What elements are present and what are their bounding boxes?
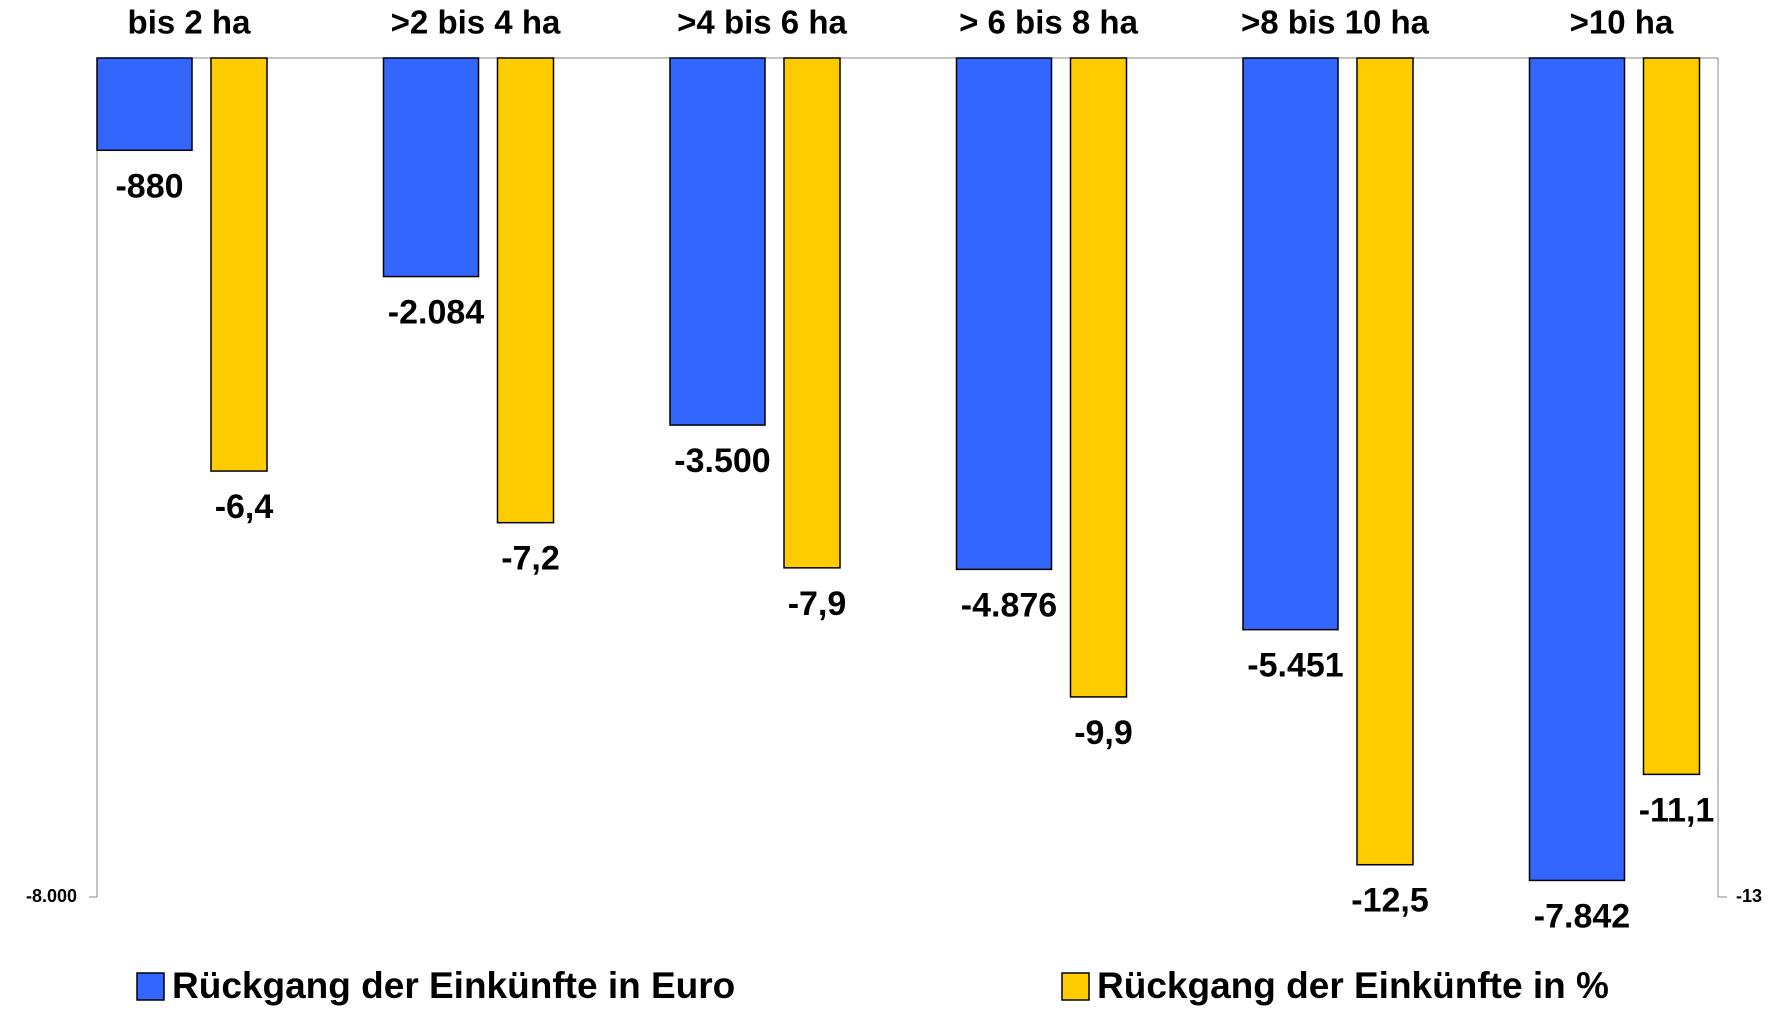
value-label: -6,4 bbox=[215, 488, 274, 526]
legend-swatch bbox=[1061, 972, 1090, 1001]
bar bbox=[1242, 57, 1339, 631]
bar bbox=[96, 57, 193, 152]
category-label: >10 ha bbox=[1570, 4, 1674, 41]
category-label: bis 2 ha bbox=[128, 4, 252, 41]
bar bbox=[1069, 57, 1128, 698]
value-label: -4.876 bbox=[961, 586, 1057, 624]
bar bbox=[496, 57, 555, 524]
category-label: >2 bis 4 ha bbox=[391, 4, 561, 41]
bar bbox=[382, 57, 480, 278]
value-label: -880 bbox=[115, 167, 183, 205]
bar bbox=[210, 57, 268, 472]
category-label: >4 bis 6 ha bbox=[677, 4, 847, 41]
legend-label: Rückgang der Einkünfte in % bbox=[1097, 965, 1609, 1006]
value-label: -5.451 bbox=[1247, 647, 1343, 685]
value-label: -3.500 bbox=[674, 442, 770, 480]
value-label: -2.084 bbox=[388, 294, 484, 332]
bar bbox=[783, 57, 841, 569]
category-label: >8 bis 10 ha bbox=[1241, 4, 1430, 41]
legend-label: Rückgang der Einkünfte in Euro bbox=[172, 965, 735, 1006]
value-label: -7,2 bbox=[501, 540, 560, 578]
legend-swatch bbox=[136, 972, 165, 1001]
bar bbox=[1356, 57, 1414, 866]
value-label: -9,9 bbox=[1074, 714, 1133, 752]
y-tick-label: -8.000 bbox=[26, 886, 77, 906]
value-label: -7,9 bbox=[788, 585, 847, 623]
bar bbox=[1642, 57, 1701, 776]
bar bbox=[1528, 57, 1626, 882]
value-label: -7.842 bbox=[1534, 897, 1630, 935]
value-label: -12,5 bbox=[1351, 882, 1429, 920]
bar bbox=[955, 57, 1053, 571]
category-label: > 6 bis 8 ha bbox=[959, 4, 1138, 41]
y2-tick-label: -13 bbox=[1736, 886, 1762, 906]
value-label: -11,1 bbox=[1639, 791, 1715, 829]
bar bbox=[669, 57, 766, 426]
